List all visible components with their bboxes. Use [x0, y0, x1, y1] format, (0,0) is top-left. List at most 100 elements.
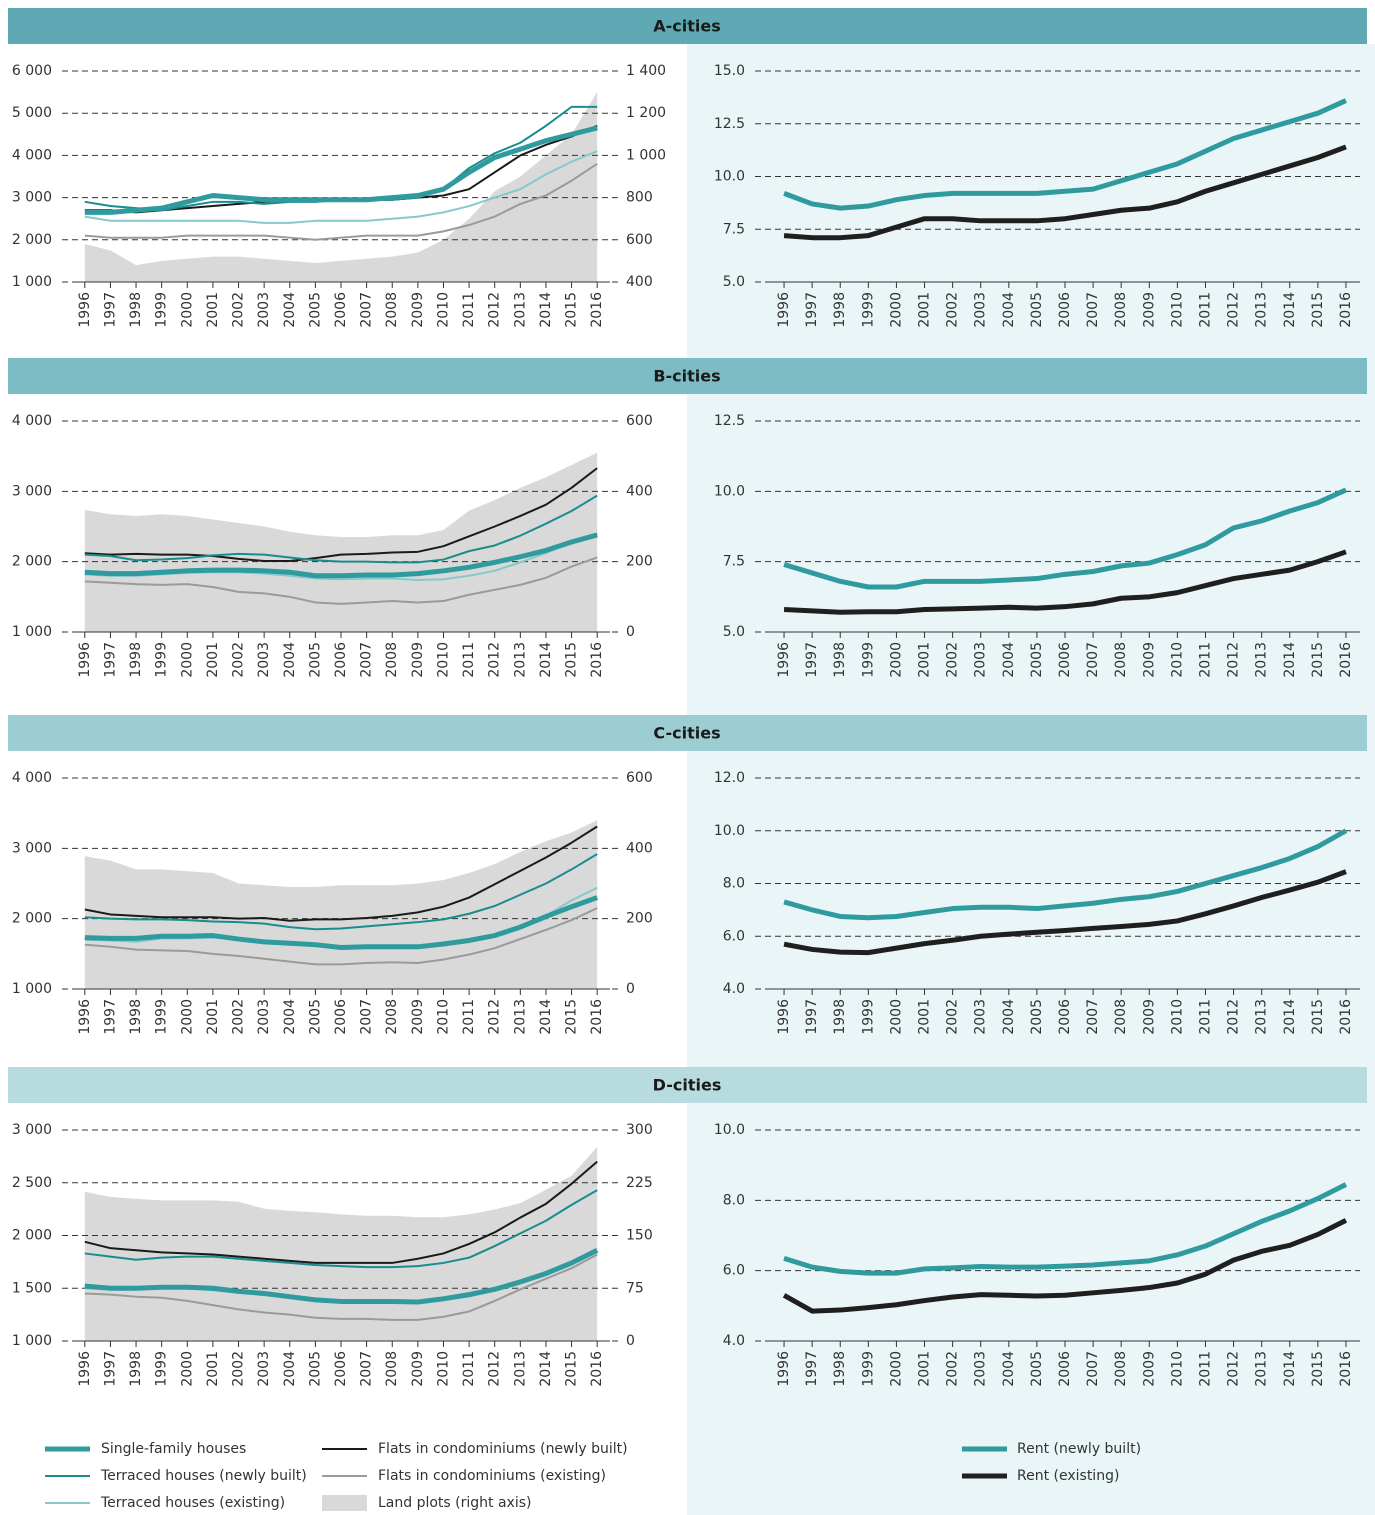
- line: [782, 1218, 1348, 1314]
- x-tick-label: 2013: [512, 292, 528, 328]
- x-tick-label: 2008: [384, 642, 400, 678]
- x-tick-label: 2009: [1141, 292, 1157, 328]
- x-tick-label: 2000: [179, 1351, 195, 1387]
- x-tick-label: 2001: [917, 1351, 933, 1387]
- x-tick-label: 2009: [410, 999, 426, 1035]
- x-tick-label: 2007: [1085, 1351, 1101, 1387]
- x-tick-label: 2002: [231, 1351, 247, 1387]
- x-tick-label: 2008: [1113, 642, 1129, 678]
- legend-label: Terraced houses (newly built): [100, 1468, 307, 1484]
- x-tick-label: 2015: [1310, 1351, 1326, 1387]
- line: [783, 1182, 1348, 1276]
- y2-tick-label: 1 000: [626, 147, 666, 163]
- x-tick-label: 2009: [1141, 642, 1157, 678]
- area: [84, 1146, 598, 1341]
- legend-label: Flats in condominiums (existing): [378, 1468, 606, 1484]
- legend-swatch: [322, 1495, 367, 1511]
- x-tick-label: 2013: [512, 999, 528, 1035]
- x-tick-label: 2000: [888, 292, 904, 328]
- x-tick-label: 2014: [1282, 1351, 1298, 1387]
- x-tick-label: 2007: [1085, 292, 1101, 328]
- x-tick-label: 2008: [1113, 999, 1129, 1035]
- legend-label: Land plots (right axis): [378, 1495, 531, 1511]
- x-tick-label: 2007: [359, 999, 375, 1035]
- right-panel-bg: [687, 44, 1375, 1515]
- x-tick-label: 2003: [973, 999, 989, 1035]
- x-tick-label: 1999: [154, 999, 170, 1035]
- line: [84, 163, 598, 241]
- y-tick-label: 2 000: [12, 911, 52, 927]
- x-tick-label: 1997: [804, 292, 820, 328]
- x-tick-label: 1997: [102, 999, 118, 1035]
- y-tick-label: 12.5: [714, 116, 745, 132]
- x-tick-label: 2010: [435, 1351, 451, 1387]
- x-tick-label: 1997: [102, 1351, 118, 1387]
- x-tick-label: 2007: [359, 642, 375, 678]
- y2-tick-label: 1 400: [626, 63, 666, 79]
- x-tick-label: 2011: [461, 642, 477, 678]
- line: [84, 125, 598, 215]
- x-tick-label: 2004: [1001, 999, 1017, 1035]
- x-tick-label: 2000: [179, 642, 195, 678]
- x-tick-label: 2012: [487, 999, 503, 1035]
- x-tick-label: 2001: [205, 642, 221, 678]
- y-tick-label: 5 000: [12, 105, 52, 121]
- section-title: C-cities: [653, 724, 720, 743]
- line: [84, 494, 598, 564]
- x-tick-label: 2006: [1057, 999, 1073, 1035]
- y2-tick-label: 600: [626, 770, 653, 786]
- x-tick-label: 2000: [179, 292, 195, 328]
- line: [84, 825, 598, 922]
- x-tick-label: 2002: [945, 642, 961, 678]
- y2-tick-label: 0: [626, 1333, 635, 1349]
- x-tick-label: 2016: [1338, 642, 1354, 678]
- x-tick-label: 2011: [1197, 292, 1213, 328]
- y-tick-label: 2 000: [12, 1228, 52, 1244]
- x-tick-label: 2013: [1254, 1351, 1270, 1387]
- y-tick-label: 1 500: [12, 1280, 52, 1296]
- x-tick-label: 2015: [1310, 999, 1326, 1035]
- line: [783, 869, 1347, 956]
- section-title: A-cities: [653, 17, 721, 36]
- x-tick-label: 2004: [282, 999, 298, 1035]
- x-tick-label: 2007: [1085, 999, 1101, 1035]
- x-tick-label: 2002: [231, 642, 247, 678]
- x-tick-label: 2014: [538, 999, 554, 1035]
- y2-tick-label: 400: [626, 840, 653, 856]
- x-tick-label: 2013: [512, 1351, 528, 1387]
- y-tick-label: 1 000: [12, 274, 52, 290]
- y-tick-label: 8.0: [723, 876, 745, 892]
- y-tick-label: 2 000: [12, 232, 52, 248]
- x-tick-label: 2014: [538, 642, 554, 678]
- area: [84, 820, 598, 989]
- x-tick-label: 2003: [256, 999, 272, 1035]
- x-tick-label: 2012: [487, 1351, 503, 1387]
- legend-label: Flats in condominiums (newly built): [378, 1441, 628, 1457]
- y2-tick-label: 400: [626, 274, 653, 290]
- area: [84, 92, 598, 282]
- y2-tick-label: 225: [626, 1175, 653, 1191]
- x-tick-label: 1997: [804, 1351, 820, 1387]
- x-tick-label: 2010: [435, 642, 451, 678]
- x-tick-label: 2003: [973, 292, 989, 328]
- x-tick-label: 2012: [1226, 642, 1242, 678]
- x-tick-label: 2016: [589, 999, 605, 1035]
- x-tick-label: 2013: [512, 642, 528, 678]
- x-tick-label: 1996: [776, 999, 792, 1035]
- x-tick-label: 2014: [1282, 292, 1298, 328]
- legend-label: Terraced houses (existing): [100, 1495, 285, 1511]
- x-tick-label: 1996: [77, 642, 93, 678]
- y-tick-label: 4 000: [12, 147, 52, 163]
- section-header: [8, 715, 1367, 751]
- x-tick-label: 1996: [776, 292, 792, 328]
- x-tick-label: 1998: [128, 999, 144, 1035]
- y-tick-label: 3 000: [12, 483, 52, 499]
- x-tick-label: 2015: [564, 1351, 580, 1387]
- line: [783, 549, 1347, 615]
- y2-tick-label: 400: [626, 483, 653, 499]
- x-tick-label: 2004: [282, 1351, 298, 1387]
- x-tick-label: 2000: [888, 1351, 904, 1387]
- x-tick-label: 1998: [832, 642, 848, 678]
- x-tick-label: 2001: [917, 999, 933, 1035]
